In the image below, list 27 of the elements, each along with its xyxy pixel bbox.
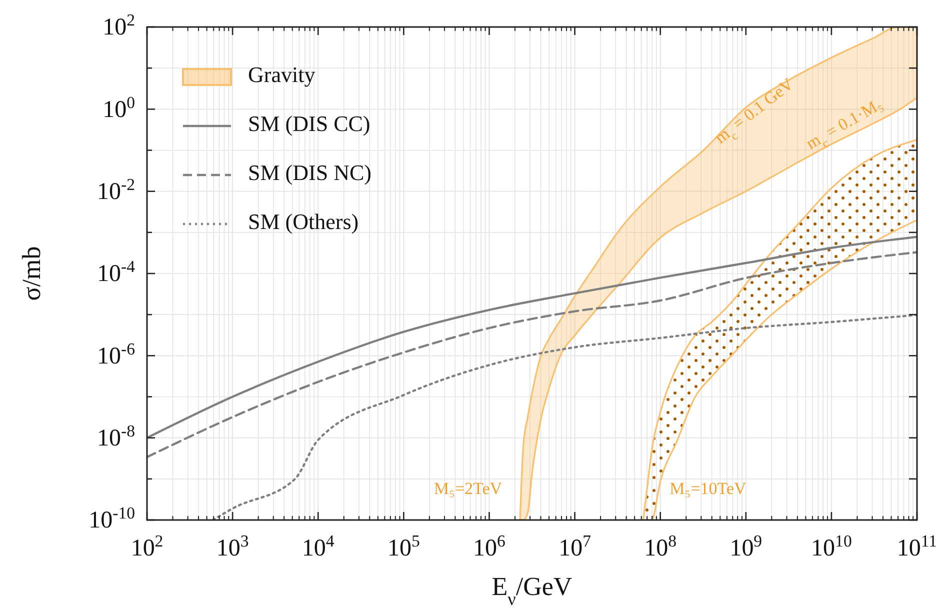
annotation: M₅=2TeV [434, 478, 503, 498]
x-tick-label: 10$^{8}$ [644, 531, 677, 562]
legend-label: SM (Others) [248, 209, 359, 234]
x-tick-label: 10$^{10}$ [811, 531, 852, 562]
x-tick-label: 10$^{6}$ [473, 531, 506, 562]
x-tick-label: 10$^{3}$ [216, 531, 249, 562]
x-tick-label: 10$^{9}$ [730, 531, 762, 562]
y-tick-label: 10$^{-10}$ [88, 503, 135, 534]
y-tick-label: 10$^{-6}$ [97, 338, 135, 370]
x-tick-label: 10$^{2}$ [130, 531, 164, 562]
legend-label: Gravity [248, 62, 316, 88]
line-series [147, 236, 917, 439]
annotation: M₅=10TeV [670, 478, 748, 498]
legend-label: SM (DIS CC) [248, 111, 370, 136]
line-series [147, 251, 917, 458]
y-tick-label: 10$^{-4}$ [97, 256, 136, 288]
x-axis-title: E$_{ν}$/GeV [492, 572, 572, 609]
x-tick-label: 10$^{7}$ [558, 531, 591, 562]
legend-label: SM (DIS NC) [248, 160, 372, 186]
y-tick-label: 10$^{-8}$ [97, 421, 135, 452]
y-tick-label: 10$^{2}$ [102, 10, 135, 41]
y-tick-label: 10$^{0}$ [102, 92, 135, 123]
y-tick-label: 10$^{-2}$ [97, 174, 135, 206]
x-tick-label: 10$^{4}$ [302, 531, 335, 562]
y-axis-title: σ/mb [17, 246, 46, 301]
x-tick-label: 10$^{5}$ [387, 531, 420, 562]
x-tick-label: 10$^{11}$ [896, 531, 938, 562]
